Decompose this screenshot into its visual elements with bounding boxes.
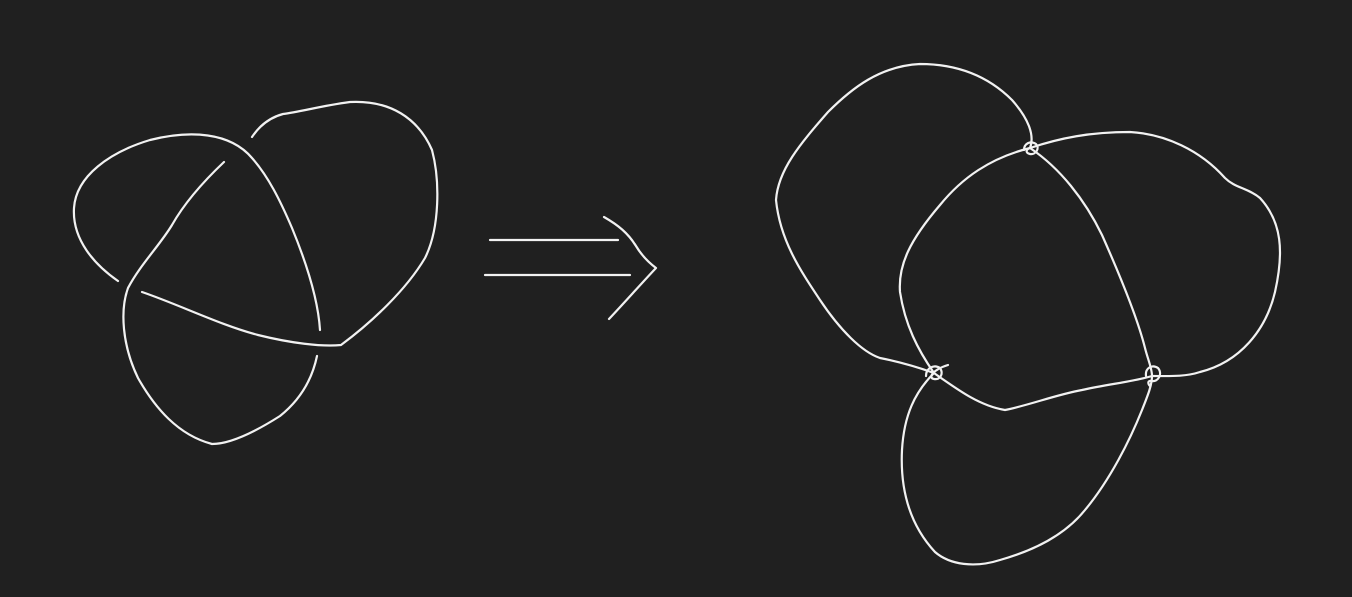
trefoil-knot-diagram [72,100,439,446]
resolved-knot-diagram [774,62,1282,566]
resolved-strand-right-lobe [1028,130,1282,378]
arrow-head [602,215,658,321]
resolved-strand-inner-bottom-arc [932,371,1154,412]
resolved-strand-top-left-lobe [774,62,1033,375]
resolved-strand-inner-left-arc [898,146,1032,375]
trefoil-strand-left-lobe [72,133,322,332]
implies-double-arrow-icon [483,215,658,321]
crossing-loop-top [1022,141,1039,156]
resolved-strand-bottom-lobe [900,371,1154,566]
trefoil-strand-right-lobe [140,100,439,347]
crossing-loop-right [1144,365,1162,388]
resolved-strand-inner-right-arc [1028,146,1154,378]
trefoil-strand-bottom-lobe [122,160,319,446]
crossing-loop-left [924,363,950,381]
